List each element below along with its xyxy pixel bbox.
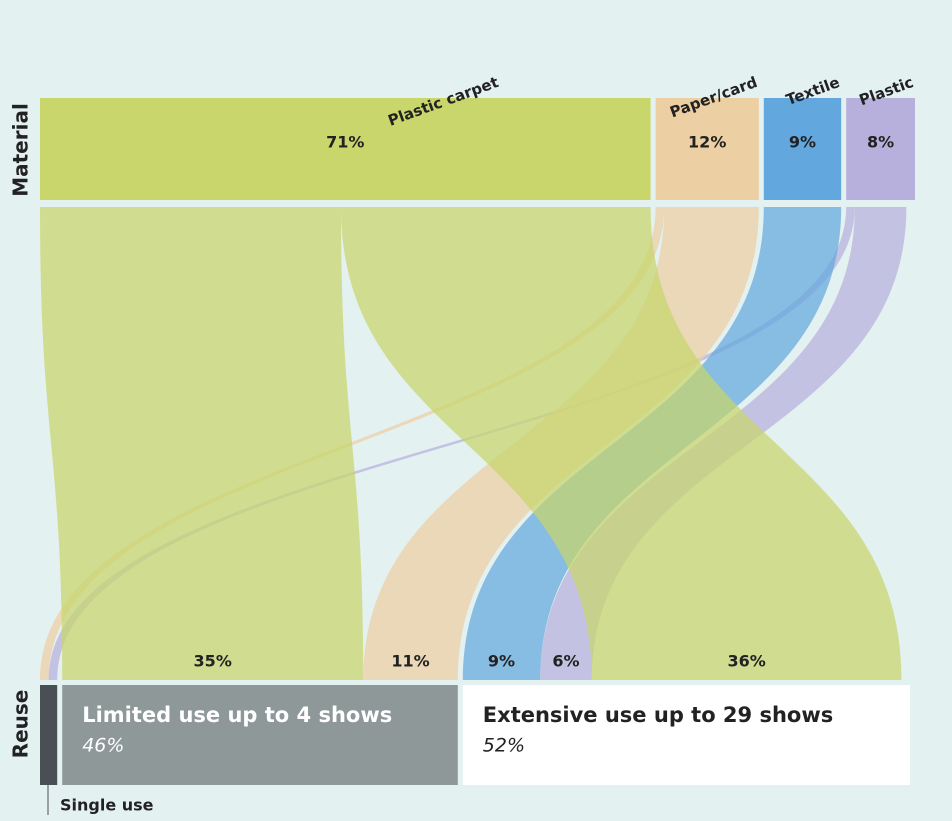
target-value-label: 46%	[82, 735, 124, 757]
source-node	[846, 98, 915, 200]
source-value-label: 12%	[688, 133, 726, 152]
flow-label: 35%	[194, 652, 232, 671]
flow-label: 36%	[727, 652, 765, 671]
target-node	[462, 685, 910, 785]
source-node	[763, 98, 842, 200]
source-node	[655, 98, 759, 200]
flow	[40, 207, 364, 680]
source-value-label: 8%	[867, 133, 894, 152]
target-name: Limited use up to 4 shows	[82, 703, 392, 727]
flow	[48, 207, 855, 680]
flow-label: 9%	[488, 652, 515, 671]
source-node	[40, 98, 651, 200]
flow-label: 11%	[391, 652, 429, 671]
target-axis-label: Reuse	[9, 690, 33, 759]
target-node	[62, 685, 458, 785]
flow	[341, 207, 902, 680]
target-node	[40, 685, 58, 785]
flow-label: 6%	[552, 652, 579, 671]
source-axis-label: Material	[9, 103, 33, 197]
source-value-label: 71%	[326, 133, 364, 152]
target-name: Single use	[60, 796, 154, 815]
source-value-label: 9%	[789, 133, 816, 152]
target-name: Extensive use up to 29 shows	[483, 703, 833, 727]
target-value-label: 52%	[483, 735, 525, 757]
